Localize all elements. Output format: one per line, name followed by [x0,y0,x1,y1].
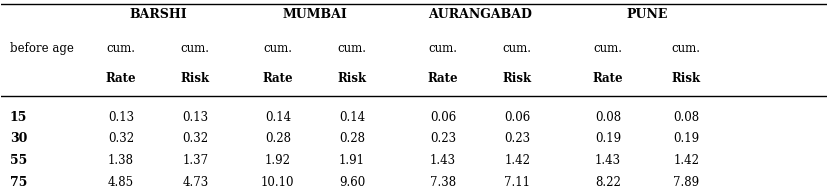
Text: 1.43: 1.43 [429,154,456,167]
Text: Rate: Rate [262,72,293,85]
Text: cum.: cum. [502,42,531,55]
Text: MUMBAI: MUMBAI [282,8,347,21]
Text: 0.19: 0.19 [672,131,699,145]
Text: PUNE: PUNE [626,8,667,21]
Text: 7.38: 7.38 [429,176,456,189]
Text: 1.91: 1.91 [339,154,365,167]
Text: Risk: Risk [671,72,700,85]
Text: 1.43: 1.43 [594,154,620,167]
Text: 0.08: 0.08 [594,111,620,124]
Text: Rate: Rate [427,72,457,85]
Text: 0.13: 0.13 [182,111,208,124]
Text: 0.32: 0.32 [108,131,134,145]
Text: 1.42: 1.42 [672,154,699,167]
Text: 15: 15 [10,111,27,124]
Text: AURANGABAD: AURANGABAD [428,8,531,21]
Text: 0.06: 0.06 [429,111,456,124]
Text: 7.89: 7.89 [672,176,699,189]
Text: Rate: Rate [592,72,623,85]
Text: 0.23: 0.23 [429,131,456,145]
Text: 0.14: 0.14 [265,111,290,124]
Text: 1.37: 1.37 [182,154,208,167]
Text: 0.14: 0.14 [338,111,365,124]
Text: cum.: cum. [107,42,136,55]
Text: 0.23: 0.23 [504,131,529,145]
Text: 30: 30 [10,131,27,145]
Text: 0.28: 0.28 [339,131,365,145]
Text: 7.11: 7.11 [504,176,529,189]
Text: 1.92: 1.92 [265,154,290,167]
Text: 9.60: 9.60 [338,176,365,189]
Text: 55: 55 [10,154,26,167]
Text: Risk: Risk [337,72,366,85]
Text: 1.38: 1.38 [108,154,134,167]
Text: 10.10: 10.10 [261,176,294,189]
Text: cum.: cum. [180,42,209,55]
Text: before age: before age [10,42,74,55]
Text: 4.73: 4.73 [182,176,208,189]
Text: 0.08: 0.08 [672,111,699,124]
Text: BARSHI: BARSHI [129,8,187,21]
Text: cum.: cum. [593,42,622,55]
Text: 0.13: 0.13 [108,111,134,124]
Text: Risk: Risk [502,72,531,85]
Text: Risk: Risk [180,72,209,85]
Text: cum.: cum. [428,42,457,55]
Text: cum.: cum. [671,42,700,55]
Text: 1.42: 1.42 [504,154,529,167]
Text: cum.: cum. [337,42,366,55]
Text: Rate: Rate [106,72,136,85]
Text: 0.32: 0.32 [182,131,208,145]
Text: 4.85: 4.85 [108,176,134,189]
Text: 0.28: 0.28 [265,131,290,145]
Text: 75: 75 [10,176,27,189]
Text: 0.19: 0.19 [594,131,620,145]
Text: 0.06: 0.06 [504,111,529,124]
Text: 8.22: 8.22 [595,176,620,189]
Text: cum.: cum. [263,42,292,55]
